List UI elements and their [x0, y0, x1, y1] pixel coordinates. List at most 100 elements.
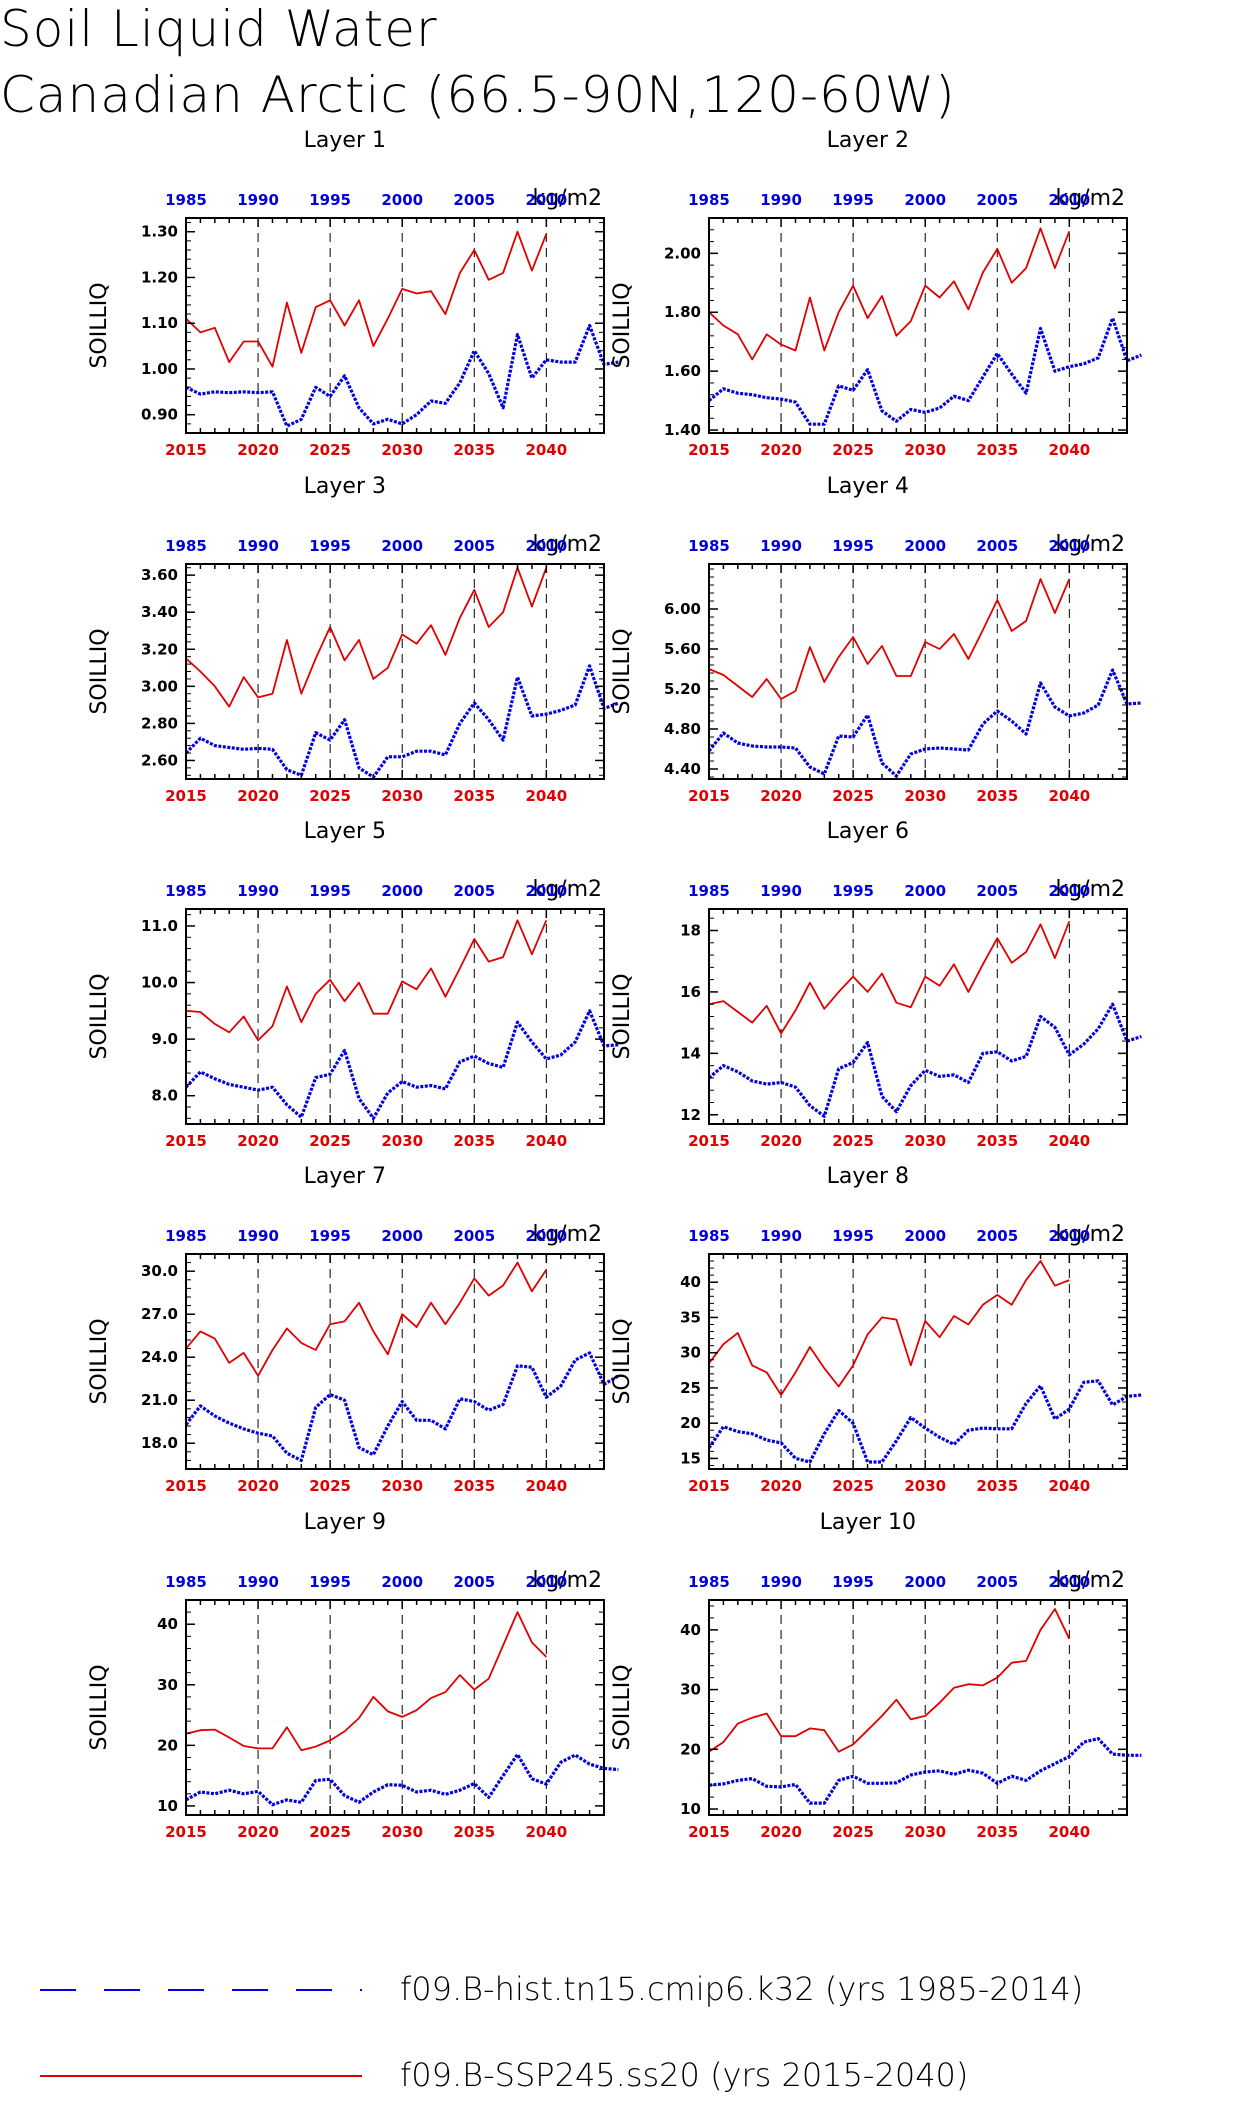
y-tick-label: 6.00	[664, 600, 701, 618]
plot-frame	[708, 563, 1128, 780]
x-tick-label-hist: 2005	[976, 191, 1018, 209]
y-tick-label: 1.00	[141, 360, 178, 378]
panel-layer-4: Layer 4 kg/m2 SOILLIQ 2015 2020 2025 2030 2035 2…	[610, 474, 1142, 805]
series-ssp245-line	[708, 920, 1071, 1035]
x-tick-label-ssp: 2015	[688, 441, 730, 459]
y-tick-label: 15	[680, 1449, 701, 1467]
units-label: kg/m2	[1055, 532, 1125, 557]
series-ssp245-line	[185, 919, 548, 1042]
y-tick-label: 14	[680, 1044, 701, 1062]
units-label: kg/m2	[532, 1568, 602, 1593]
legend-label-ssp245: f09.B-SSP245.ss20 (yrs 2015-2040)	[400, 2056, 968, 2094]
y-tick-label: 2.80	[141, 714, 178, 732]
x-tick-label-ssp: 2035	[453, 441, 495, 459]
units-label: kg/m2	[532, 1222, 602, 1247]
series-ssp245-line	[185, 230, 548, 368]
x-tick-label-hist: 2010	[1048, 191, 1090, 209]
y-tick-label: 5.60	[664, 640, 701, 658]
y-tick-label: 30.0	[141, 1262, 178, 1280]
x-tick-label-hist: 1985	[165, 1227, 207, 1245]
x-tick-label-ssp: 2030	[904, 441, 946, 459]
x-tick-label-ssp: 2030	[381, 441, 423, 459]
x-tick-label-ssp: 2040	[525, 1132, 567, 1150]
x-tick-label-ssp: 2025	[832, 1132, 874, 1150]
y-tick-label: 1.10	[141, 314, 178, 332]
x-tick-label-hist: 1990	[237, 537, 279, 555]
plot-frame	[185, 217, 605, 434]
plot-frame	[185, 1599, 605, 1816]
x-tick-label-hist: 1985	[165, 191, 207, 209]
x-tick-label-ssp: 2025	[832, 441, 874, 459]
x-tick-label-ssp: 2020	[760, 1823, 802, 1841]
x-tick-label-hist: 1985	[688, 1573, 730, 1591]
y-tick-label: 3.20	[141, 640, 178, 658]
x-tick-label-hist: 1990	[760, 191, 802, 209]
x-tick-label-hist: 1990	[760, 537, 802, 555]
panel-title: Layer 10	[820, 1510, 916, 1535]
x-tick-label-hist: 2010	[1048, 882, 1090, 900]
panel-layer-1: Layer 1 kg/m2 SOILLIQ 2015 2020 2025 2030 2035 2…	[87, 128, 619, 459]
y-tick-label: 1.20	[141, 268, 178, 286]
y-tick-label: 3.60	[141, 566, 178, 584]
x-tick-label-ssp: 2035	[453, 1477, 495, 1495]
y-axis-label: SOILLIQ	[610, 1318, 635, 1404]
x-tick-label-ssp: 2030	[904, 787, 946, 805]
x-tick-label-ssp: 2035	[976, 441, 1018, 459]
figure-title-line-1: Soil Liquid Water	[0, 0, 438, 58]
y-tick-label: 20	[680, 1740, 701, 1758]
plot-frame	[185, 1253, 605, 1470]
y-tick-label: 35	[680, 1308, 701, 1326]
x-tick-label-ssp: 2035	[976, 1823, 1018, 1841]
y-tick-label: 25	[680, 1379, 701, 1397]
x-tick-label-hist: 1985	[688, 191, 730, 209]
y-tick-label: 27.0	[141, 1305, 178, 1323]
x-tick-label-ssp: 2040	[525, 441, 567, 459]
y-axis-label: SOILLIQ	[610, 628, 635, 714]
panel-layer-6: Layer 6 kg/m2 SOILLIQ 2015 2020 2025 2030 2035 2…	[610, 819, 1142, 1150]
units-label: kg/m2	[1055, 877, 1125, 902]
x-tick-label-hist: 2005	[976, 1573, 1018, 1591]
x-tick-label-hist: 2005	[453, 537, 495, 555]
series-hist-line	[185, 1752, 619, 1807]
y-tick-label: 3.40	[141, 603, 178, 621]
panel-title: Layer 4	[827, 474, 909, 499]
y-tick-label: 16	[680, 983, 701, 1001]
y-tick-label: 4.40	[664, 760, 701, 778]
series-ssp245-line	[185, 1611, 547, 1752]
legend: f09.B-hist.tn15.cmip6.k32 (yrs 1985-2014…	[40, 1970, 1083, 2094]
x-tick-label-hist: 2005	[453, 1573, 495, 1591]
units-label: kg/m2	[1055, 186, 1125, 211]
y-tick-label: 30	[680, 1681, 701, 1699]
x-tick-label-hist: 2010	[1048, 1227, 1090, 1245]
x-tick-label-hist: 2010	[525, 191, 567, 209]
x-tick-label-hist: 1990	[237, 882, 279, 900]
x-tick-label-ssp: 2040	[525, 1477, 567, 1495]
x-tick-label-ssp: 2020	[237, 1477, 279, 1495]
x-tick-label-hist: 1995	[309, 882, 351, 900]
x-tick-label-hist: 2010	[525, 1573, 567, 1591]
series-hist-line	[707, 1379, 1142, 1464]
series-hist-line	[185, 323, 619, 428]
x-tick-label-ssp: 2015	[688, 787, 730, 805]
series-ssp245-line	[185, 566, 548, 708]
series-ssp245-line	[185, 1261, 548, 1377]
x-tick-label-hist: 1995	[309, 1227, 351, 1245]
y-tick-label: 0.90	[141, 406, 178, 424]
x-tick-label-hist: 2000	[904, 882, 946, 900]
panel-layer-5: Layer 5 kg/m2 SOILLIQ 2015 2020 2025 2030 2035 2…	[87, 819, 619, 1150]
y-tick-label: 24.0	[141, 1348, 178, 1366]
plot-frame	[185, 908, 605, 1125]
y-tick-label: 8.0	[151, 1087, 178, 1105]
x-tick-label-ssp: 2025	[309, 787, 351, 805]
series-hist-line	[707, 1002, 1142, 1118]
x-tick-label-hist: 2000	[381, 1573, 423, 1591]
panel-title: Layer 7	[304, 1164, 386, 1189]
x-tick-label-hist: 2005	[453, 882, 495, 900]
x-tick-label-ssp: 2035	[453, 1823, 495, 1841]
units-label: kg/m2	[1055, 1568, 1125, 1593]
series-ssp245-line	[708, 578, 1071, 700]
x-tick-label-ssp: 2035	[976, 787, 1018, 805]
x-tick-label-ssp: 2020	[760, 441, 802, 459]
plot-frame	[185, 563, 605, 780]
y-tick-label: 1.80	[664, 303, 701, 321]
